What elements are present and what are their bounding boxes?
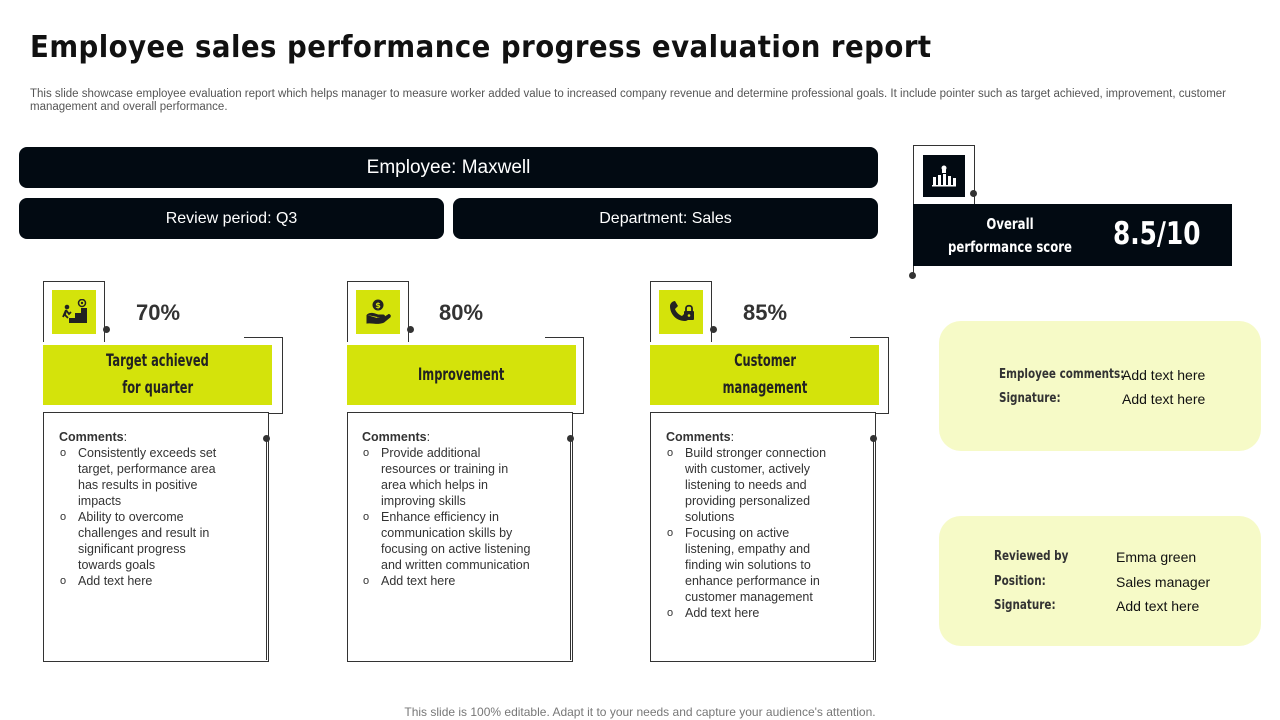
comments-block: Comments: Provide additional resources o… — [362, 429, 534, 589]
list-item: Build stronger connection with customer,… — [666, 445, 838, 525]
list-item: Ability to overcome challenges and resul… — [59, 509, 231, 573]
connector-dot — [103, 326, 110, 333]
phone-lock-icon — [659, 290, 703, 334]
list-item: Add text here — [59, 573, 231, 589]
list-item: Consistently exceeds set target, perform… — [59, 445, 231, 509]
comments-card: Comments: Build stronger connection with… — [650, 412, 876, 662]
review-period-bar: Review period: Q3 — [19, 198, 444, 239]
score-value: 8.5/10 — [1113, 216, 1201, 252]
score-label: Overall performance score — [945, 213, 1074, 259]
list-item: Add text here — [666, 605, 838, 621]
climbing-stairs-target-icon — [52, 290, 96, 334]
department-bar: Department: Sales — [453, 198, 878, 239]
score-label-line2: performance score — [948, 238, 1072, 256]
score-label-line1: Overall — [986, 215, 1034, 233]
metric-icon-frame — [650, 281, 717, 342]
list-item: Focusing on active listening, empathy an… — [666, 525, 838, 605]
employee-comments-value[interactable]: Add text here — [1122, 367, 1206, 383]
metric-icon-frame — [43, 281, 110, 342]
employee-signature-label: Signature: — [999, 391, 1061, 406]
metric-label-line1: Target achieved — [106, 351, 209, 371]
list-item: Add text here — [362, 573, 534, 589]
connector-dot — [970, 190, 977, 197]
reviewed-by-label: Reviewed by — [994, 549, 1069, 564]
employee-bar: Employee: Maxwell — [19, 147, 878, 188]
comments-card: Comments: Consistently exceeds set targe… — [43, 412, 269, 662]
metric-label-line1: Improvement — [418, 364, 505, 385]
connector-dot — [909, 272, 916, 279]
reviewed-by-value[interactable]: Emma green — [1116, 549, 1197, 565]
comments-card: Comments: Provide additional resources o… — [347, 412, 573, 662]
employee-signature-value[interactable]: Add text here — [1122, 391, 1206, 407]
comments-block: Comments: Consistently exceeds set targe… — [59, 429, 231, 589]
hand-money-icon: $ — [356, 290, 400, 334]
footer-note: This slide is 100% editable. Adapt it to… — [404, 705, 876, 719]
comments-heading: Comments — [362, 430, 427, 444]
list-item: Enhance efficiency in communication skil… — [362, 509, 534, 573]
connector-line — [873, 438, 874, 660]
page-subtitle: This slide showcase employee evaluation … — [30, 88, 1227, 113]
metric-icon-frame: $ — [347, 281, 414, 342]
review-panel: Reviewed by Emma green Position: Sales m… — [939, 516, 1261, 646]
comments-block: Comments: Build stronger connection with… — [666, 429, 838, 621]
svg-text:$: $ — [375, 301, 381, 310]
metric-label-line2: management — [722, 378, 807, 398]
metric-percent: 80% — [439, 300, 484, 325]
metric-label-line2: for quarter — [122, 378, 193, 398]
employee-comments-panel: Employee comments: Add text here Signatu… — [939, 321, 1261, 451]
review-signature-label: Signature: — [994, 598, 1056, 613]
metric-percent: 70% — [136, 300, 181, 325]
position-label: Position: — [994, 574, 1046, 589]
page-title: Employee sales performance progress eval… — [30, 30, 932, 65]
metric-label: Customer management — [650, 345, 879, 405]
metric-label: Target achieved for quarter — [43, 345, 272, 405]
overall-score-card: Overall performance score 8.5/10 — [913, 204, 1232, 266]
position-value[interactable]: Sales manager — [1116, 574, 1211, 590]
comments-heading: Comments — [666, 430, 731, 444]
metric-label-line1: Customer — [733, 351, 796, 371]
list-item: Provide additional resources or training… — [362, 445, 534, 509]
trophy-team-icon — [923, 155, 965, 197]
metric-label: Improvement — [347, 345, 576, 405]
review-signature-value[interactable]: Add text here — [1116, 598, 1200, 614]
score-icon-frame — [913, 145, 977, 205]
connector-line — [266, 438, 267, 660]
connector-line — [913, 266, 914, 274]
comments-heading: Comments — [59, 430, 124, 444]
metric-percent: 85% — [743, 300, 788, 325]
employee-comments-label: Employee comments: — [999, 367, 1125, 382]
connector-dot — [407, 326, 414, 333]
connector-dot — [710, 326, 717, 333]
connector-line — [570, 438, 571, 660]
